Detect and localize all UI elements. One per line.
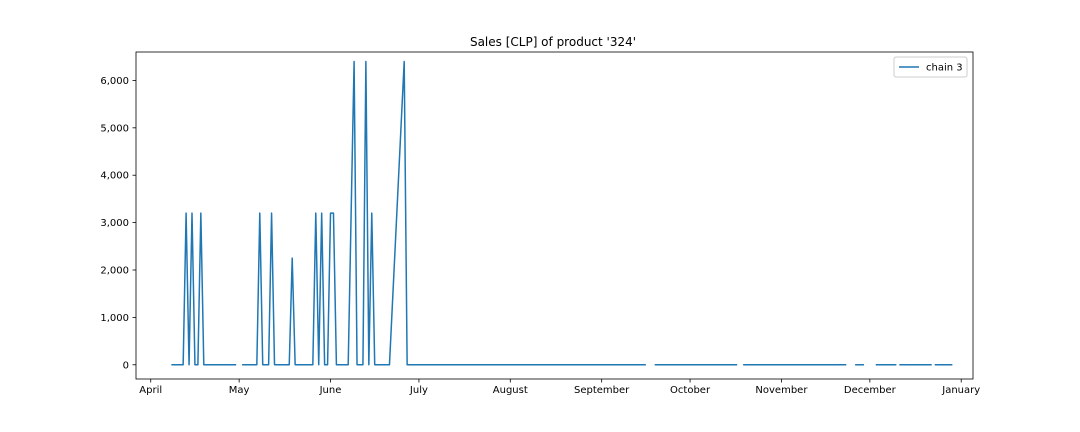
legend-box: [893, 56, 968, 78]
x-tick-label: July: [409, 385, 428, 396]
y-tick-label: 5,000: [100, 123, 129, 134]
x-tick-label: November: [755, 385, 808, 396]
chart-title: Sales [CLP] of product '324': [470, 35, 636, 49]
legend-label-chain-3: chain 3: [926, 63, 963, 74]
series-layer: [171, 60, 953, 366]
x-tick-label: April: [139, 385, 162, 396]
x-tick-label: January: [941, 385, 980, 396]
y-tick-label: 1,000: [100, 313, 129, 324]
x-tick-label: August: [493, 385, 528, 396]
x-tick-label: October: [670, 385, 711, 396]
y-tick-label: 0: [123, 360, 129, 371]
y-tick-label: 2,000: [100, 266, 129, 277]
series-line-segment-2: [242, 60, 646, 366]
y-tick-label: 6,000: [100, 76, 129, 87]
y-tick-label: 4,000: [100, 171, 129, 182]
legend: chain 3: [893, 56, 968, 78]
x-tick-label: December: [844, 385, 897, 396]
y-axis: 0 1,000 2,000 3,000 4,000 5,000 6,000: [100, 76, 136, 371]
x-axis: April May June July August September October No…: [139, 379, 980, 396]
x-tick-label: May: [229, 385, 250, 396]
y-tick-label: 3,000: [100, 218, 129, 229]
series-line-segment-1: [171, 212, 237, 366]
plot-frame: [135, 51, 974, 380]
x-tick-label: June: [319, 385, 342, 396]
x-tick-label: September: [574, 385, 630, 396]
